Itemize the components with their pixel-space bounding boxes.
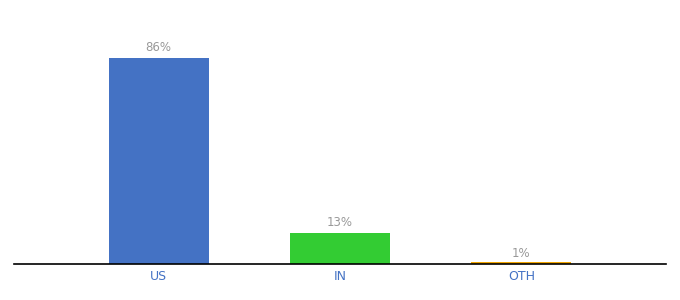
- Bar: [109, 58, 209, 264]
- Bar: [290, 233, 390, 264]
- Bar: [471, 262, 571, 264]
- Text: 13%: 13%: [327, 216, 353, 229]
- Text: 1%: 1%: [512, 247, 530, 260]
- Text: 86%: 86%: [146, 41, 171, 54]
